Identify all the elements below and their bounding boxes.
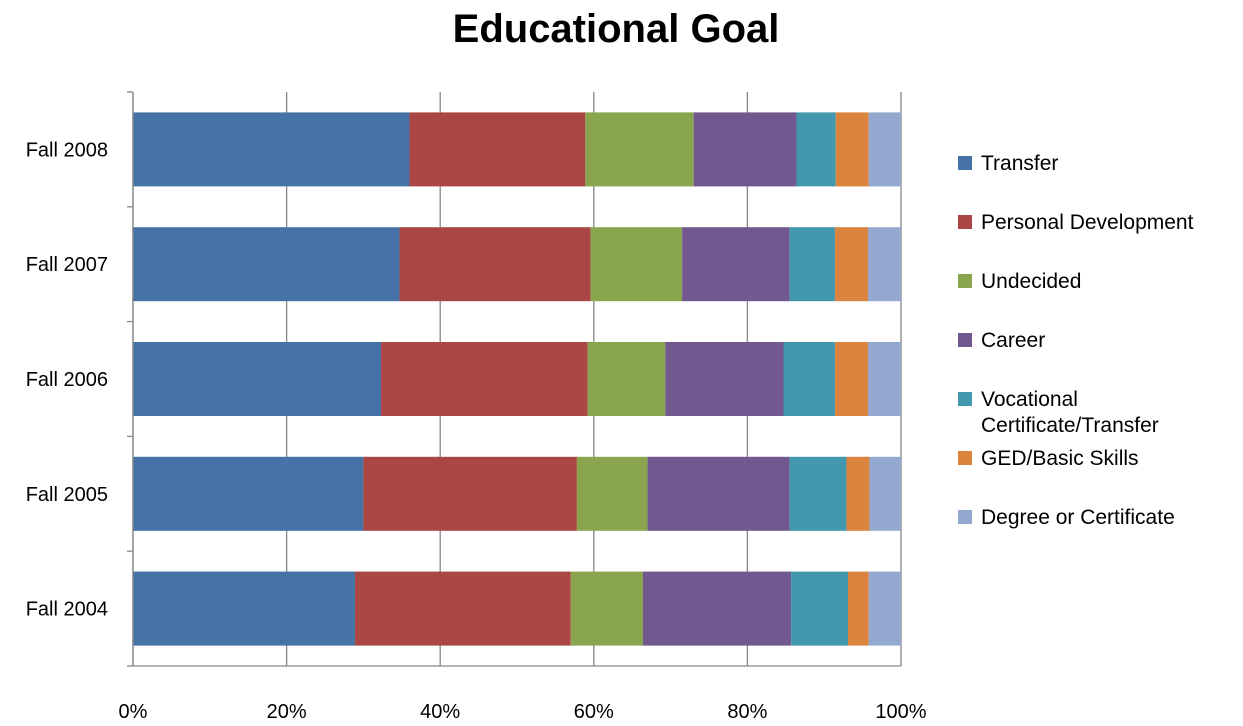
bar-segment-career-fall-2005	[647, 456, 790, 531]
bar-segment-undecided-fall-2007	[590, 227, 683, 302]
x-tick-label: 0%	[119, 701, 148, 723]
legend-label: Career	[981, 329, 1045, 352]
bar-segment-ged-basic-skills-fall-2004	[848, 571, 869, 646]
bar-segment-transfer-fall-2004	[133, 571, 355, 646]
legend-item-vocational-certificate-transfer: Vocational Certificate/Transfer	[958, 388, 1159, 437]
bar-segment-transfer-fall-2008	[133, 112, 410, 187]
x-tick-label: 60%	[574, 701, 614, 723]
legend-swatch	[958, 451, 972, 465]
bar-segment-career-fall-2007	[682, 227, 790, 302]
legend-item-ged-basic-skills: GED/Basic Skills	[958, 447, 1139, 470]
y-tick-label: Fall 2006	[26, 369, 108, 391]
bar-segment-degree-or-certificate-fall-2008	[868, 112, 901, 187]
legend: Transfer Personal Development Undecided Car…	[958, 152, 1194, 529]
legend-swatch	[958, 510, 972, 524]
bar-segment-undecided-fall-2008	[585, 112, 694, 187]
bar-segment-undecided-fall-2006	[587, 342, 666, 416]
bar-segment-personal-development-fall-2008	[409, 112, 586, 187]
bar-segment-transfer-fall-2007	[133, 227, 400, 302]
legend-label: GED/Basic Skills	[981, 447, 1139, 470]
legend-label: Undecided	[981, 270, 1081, 293]
legend-label: Transfer	[981, 152, 1058, 175]
bar-segment-transfer-fall-2005	[133, 456, 364, 531]
bar-segment-personal-development-fall-2004	[354, 571, 571, 646]
legend-item-personal-development: Personal Development	[958, 211, 1194, 234]
legend-item-degree-or-certificate: Degree or Certificate	[958, 506, 1175, 529]
bar-segment-vocational-certificate-transfer-fall-2005	[789, 456, 847, 531]
bar-segment-degree-or-certificate-fall-2005	[869, 456, 901, 531]
legend-item-undecided: Undecided	[958, 270, 1081, 293]
bar-segment-undecided-fall-2005	[576, 456, 648, 531]
bar-segment-ged-basic-skills-fall-2008	[835, 112, 869, 187]
legend-swatch	[958, 215, 972, 229]
legend-label: Degree or Certificate	[981, 506, 1175, 529]
bar-segment-personal-development-fall-2007	[399, 227, 591, 302]
bar-segment-vocational-certificate-transfer-fall-2007	[789, 227, 835, 302]
x-tick-label: 20%	[267, 701, 307, 723]
bar-segment-vocational-certificate-transfer-fall-2006	[783, 342, 835, 416]
bar-segment-ged-basic-skills-fall-2007	[834, 227, 868, 302]
legend-swatch	[958, 274, 972, 288]
bar-segment-career-fall-2006	[665, 342, 784, 416]
legend-item-career: Career	[958, 329, 1045, 352]
legend-label: Vocational Certificate/Transfer	[981, 388, 1159, 437]
bar-segment-degree-or-certificate-fall-2006	[867, 342, 901, 416]
x-tick-label: 40%	[420, 701, 460, 723]
bar-segment-personal-development-fall-2006	[381, 342, 588, 416]
legend-label: Personal Development	[981, 211, 1194, 234]
x-tick-label: 100%	[875, 701, 926, 723]
bar-segment-ged-basic-skills-fall-2005	[846, 456, 870, 531]
legend-swatch	[958, 333, 972, 347]
y-tick-label: Fall 2008	[26, 139, 108, 161]
bar-segment-ged-basic-skills-fall-2006	[834, 342, 868, 416]
bar-segment-transfer-fall-2006	[133, 342, 382, 416]
bar-segment-degree-or-certificate-fall-2007	[867, 227, 901, 302]
axis-layer: 0% 20% 40% 60% 80% 100% Fall 2008 Fall 2007 Fall…	[26, 91, 927, 723]
bar-segment-career-fall-2004	[642, 571, 792, 646]
bar-segment-career-fall-2008	[693, 112, 797, 187]
bar-segment-undecided-fall-2004	[570, 571, 643, 646]
x-tick-label: 80%	[727, 701, 767, 723]
y-tick-label: Fall 2007	[26, 254, 108, 276]
bars-layer	[133, 112, 901, 646]
bar-segment-degree-or-certificate-fall-2004	[868, 571, 901, 646]
y-tick-label: Fall 2005	[26, 484, 108, 506]
legend-item-transfer: Transfer	[958, 152, 1058, 175]
bar-segment-personal-development-fall-2005	[363, 456, 577, 531]
legend-swatch	[958, 392, 972, 406]
chart-title: Educational Goal	[453, 7, 780, 51]
legend-swatch	[958, 156, 972, 170]
bar-segment-vocational-certificate-transfer-fall-2004	[791, 571, 849, 646]
y-tick-label: Fall 2004	[26, 599, 108, 621]
bar-segment-vocational-certificate-transfer-fall-2008	[796, 112, 836, 187]
